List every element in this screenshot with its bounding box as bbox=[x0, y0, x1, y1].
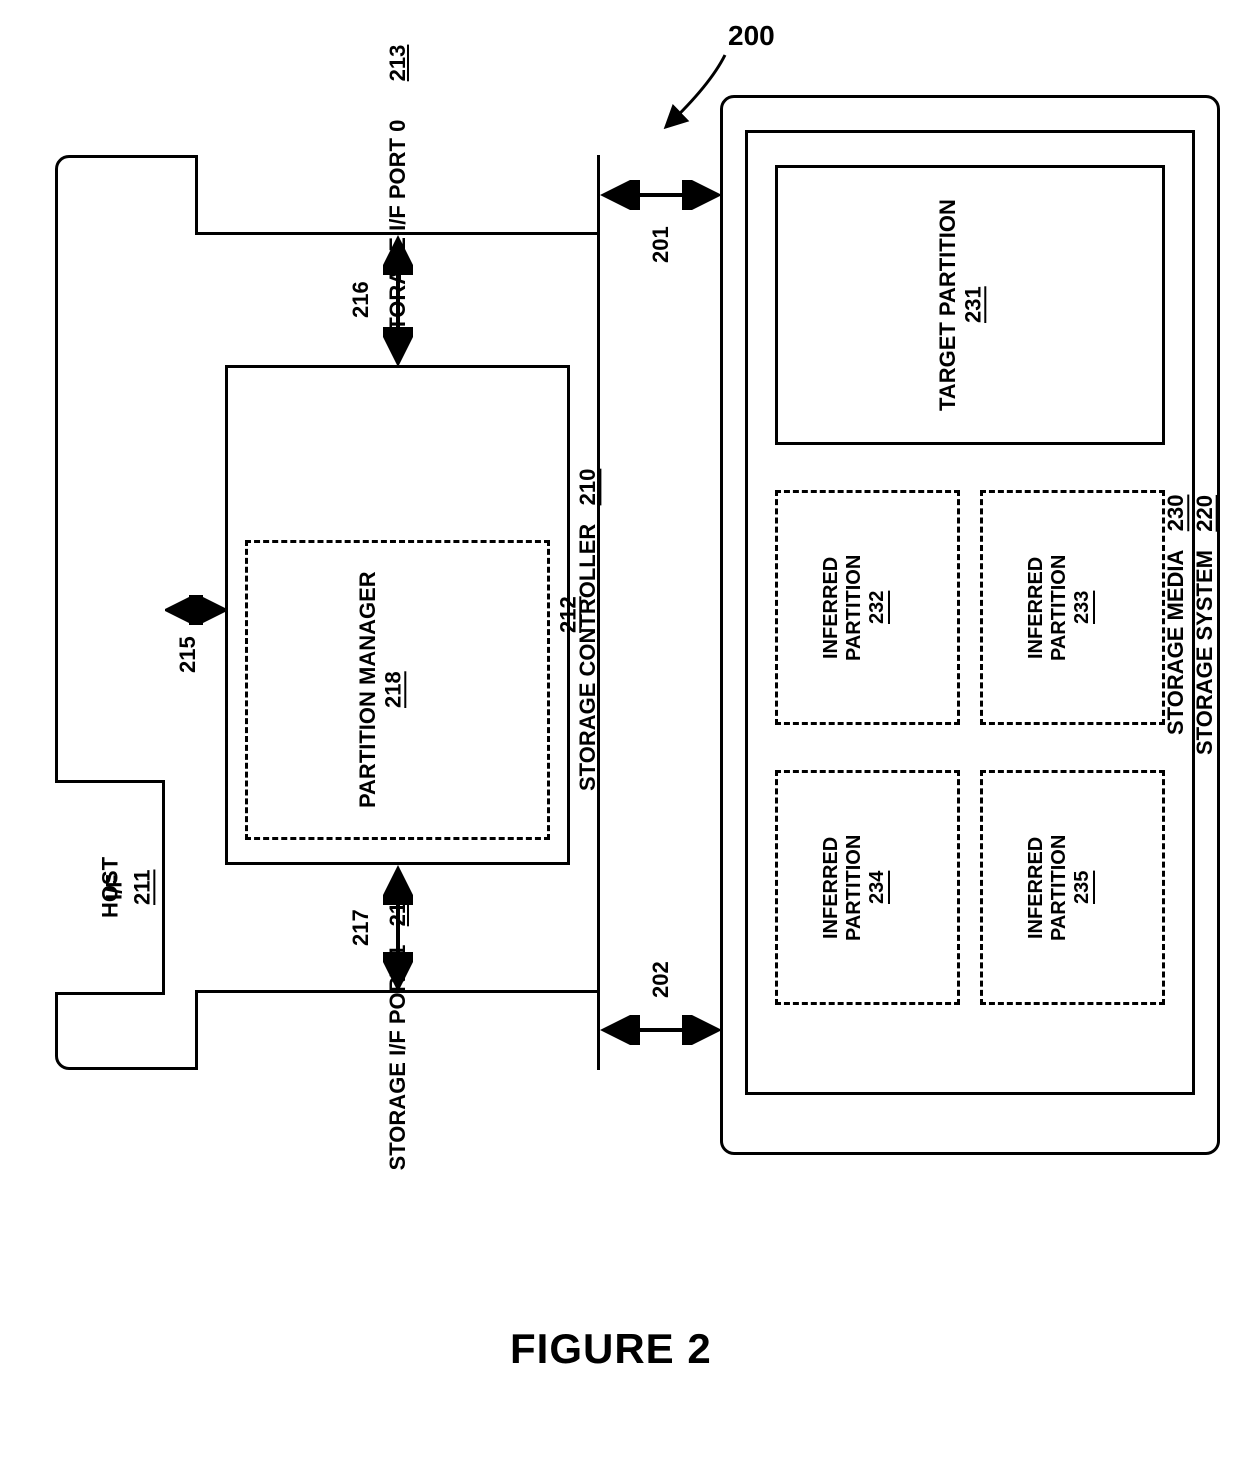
figure-title: FIGURE 2 bbox=[510, 1325, 712, 1373]
arrow-217-label: 217 bbox=[348, 903, 373, 953]
storage-media-label: STORAGE MEDIA 230 bbox=[1163, 460, 1188, 770]
inferred-partition-235-label: INFERREDPARTITION235 bbox=[1025, 785, 1094, 990]
arrow-201-label: 201 bbox=[648, 220, 673, 270]
host-if-ref: 211 bbox=[128, 800, 156, 975]
arrow-215 bbox=[165, 595, 227, 625]
arrow-202-label: 202 bbox=[648, 955, 673, 1005]
storage-system-label: STORAGE SYSTEM 220 bbox=[1192, 460, 1217, 790]
port1-text: STORAGE I/F PORT 1 214 bbox=[195, 990, 600, 1070]
inferred-partition-233-label: INFERREDPARTITION233 bbox=[1025, 505, 1094, 710]
arrow-215-label: 215 bbox=[175, 630, 200, 680]
inferred-partition-234-label: INFERREDPARTITION234 bbox=[820, 785, 889, 990]
arrow-217 bbox=[383, 865, 413, 992]
diagram-canvas: 200 STORAGE CONTROLLER 210 HOST I/F 211 … bbox=[0, 0, 1240, 1483]
arrow-201 bbox=[600, 180, 722, 210]
partition-manager-label: PARTITION MANAGER218 bbox=[355, 560, 406, 820]
arrow-216 bbox=[383, 235, 413, 367]
inferred-partition-232-label: INFERREDPARTITION232 bbox=[820, 505, 889, 710]
arrow-216-label: 216 bbox=[348, 275, 373, 325]
target-partition-label: TARGET PARTITION231 bbox=[935, 185, 986, 425]
port0-text: STORAGE I/F PORT 0 213 bbox=[195, 155, 600, 235]
host-if-label-2: I/F bbox=[100, 800, 128, 975]
arrow-202 bbox=[600, 1015, 722, 1045]
